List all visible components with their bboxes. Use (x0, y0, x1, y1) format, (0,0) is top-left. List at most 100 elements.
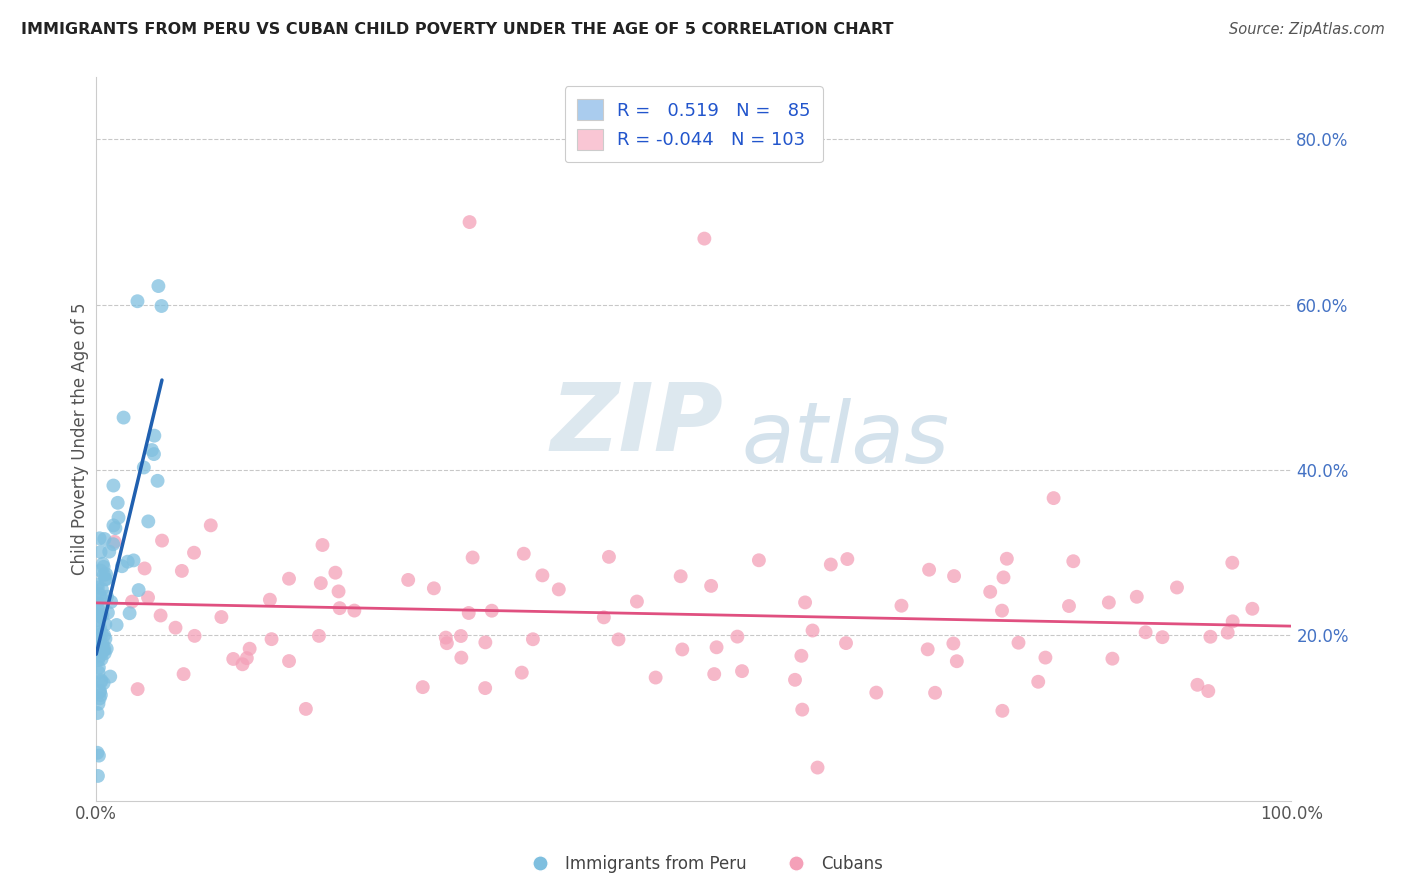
Point (86, 644, 108, 658)
Point (748, 553, 770, 567)
Point (259, 592, 281, 607)
Point (94, 632, 117, 646)
Point (311, 538, 333, 552)
Point (93, 643, 115, 657)
Point (90, 627, 112, 641)
Point (89, 587, 111, 601)
Point (87, 660, 110, 674)
Point (105, 618, 128, 632)
Point (790, 648, 813, 663)
Point (1062, 554, 1084, 568)
Point (329, 601, 352, 615)
Point (117, 555, 139, 569)
Point (165, 621, 187, 635)
Point (90, 674, 112, 689)
Y-axis label: Child Poverty Under the Age of 5: Child Poverty Under the Age of 5 (72, 302, 89, 575)
Point (91, 607, 114, 622)
Point (865, 685, 887, 699)
Point (183, 629, 205, 643)
Point (89, 531, 111, 545)
Point (328, 584, 350, 599)
Point (1035, 650, 1057, 665)
Point (1007, 636, 1029, 650)
Point (170, 564, 193, 578)
Legend: R =   0.519   N =   85, R = -0.044   N = 103: R = 0.519 N = 85, R = -0.044 N = 103 (565, 87, 823, 162)
Point (1216, 625, 1239, 640)
Point (991, 704, 1014, 718)
Point (86, 746, 108, 760)
Point (86, 577, 108, 591)
Point (94, 646, 117, 660)
Point (1199, 630, 1222, 644)
Text: Source: ZipAtlas.com: Source: ZipAtlas.com (1229, 22, 1385, 37)
Point (94, 617, 117, 632)
Point (1220, 556, 1243, 570)
Point (89, 648, 111, 663)
Point (693, 231, 716, 245)
Point (522, 632, 544, 647)
Point (669, 569, 692, 583)
Point (98, 669, 121, 683)
Point (1101, 651, 1123, 665)
Point (90, 673, 112, 688)
Point (995, 551, 1018, 566)
Point (1026, 674, 1049, 689)
Point (103, 537, 125, 551)
Point (436, 636, 458, 650)
Point (136, 515, 159, 529)
Point (150, 299, 173, 313)
Point (103, 518, 125, 533)
Point (703, 667, 725, 681)
Point (94, 573, 117, 587)
Point (1126, 590, 1149, 604)
Point (890, 599, 912, 613)
Point (89, 621, 111, 635)
Point (90, 652, 112, 666)
Point (309, 576, 332, 591)
Point (434, 631, 457, 645)
Point (671, 642, 693, 657)
Point (835, 636, 858, 650)
Point (97, 606, 120, 620)
Point (325, 566, 347, 580)
Point (837, 552, 859, 566)
Point (725, 630, 748, 644)
Point (96, 590, 118, 604)
Point (94, 572, 117, 586)
Point (141, 443, 163, 458)
Point (792, 703, 814, 717)
Point (1098, 595, 1121, 609)
Text: IMMIGRANTS FROM PERU VS CUBAN CHILD POVERTY UNDER THE AGE OF 5 CORRELATION CHART: IMMIGRANTS FROM PERU VS CUBAN CHILD POVE… (21, 22, 894, 37)
Point (592, 610, 614, 624)
Point (149, 608, 172, 623)
Point (87, 598, 110, 612)
Text: ZIP: ZIP (550, 378, 723, 471)
Point (103, 534, 125, 549)
Point (481, 604, 503, 618)
Point (598, 549, 620, 564)
Point (343, 604, 366, 618)
Point (107, 496, 129, 510)
Point (98, 544, 121, 558)
Point (918, 563, 941, 577)
Point (86, 640, 108, 655)
Point (706, 640, 728, 655)
Point (143, 428, 166, 442)
Point (89, 545, 111, 559)
Point (260, 632, 283, 647)
Point (86, 625, 108, 640)
Point (150, 533, 173, 548)
Point (461, 550, 484, 565)
Point (107, 510, 129, 524)
Point (278, 654, 301, 668)
Point (91, 637, 114, 651)
Point (87, 665, 110, 680)
Point (148, 279, 170, 293)
Point (90, 643, 112, 657)
Point (96, 641, 118, 656)
Point (308, 629, 330, 643)
Point (474, 635, 496, 649)
Point (90, 638, 112, 652)
Point (731, 664, 754, 678)
Point (127, 682, 149, 697)
